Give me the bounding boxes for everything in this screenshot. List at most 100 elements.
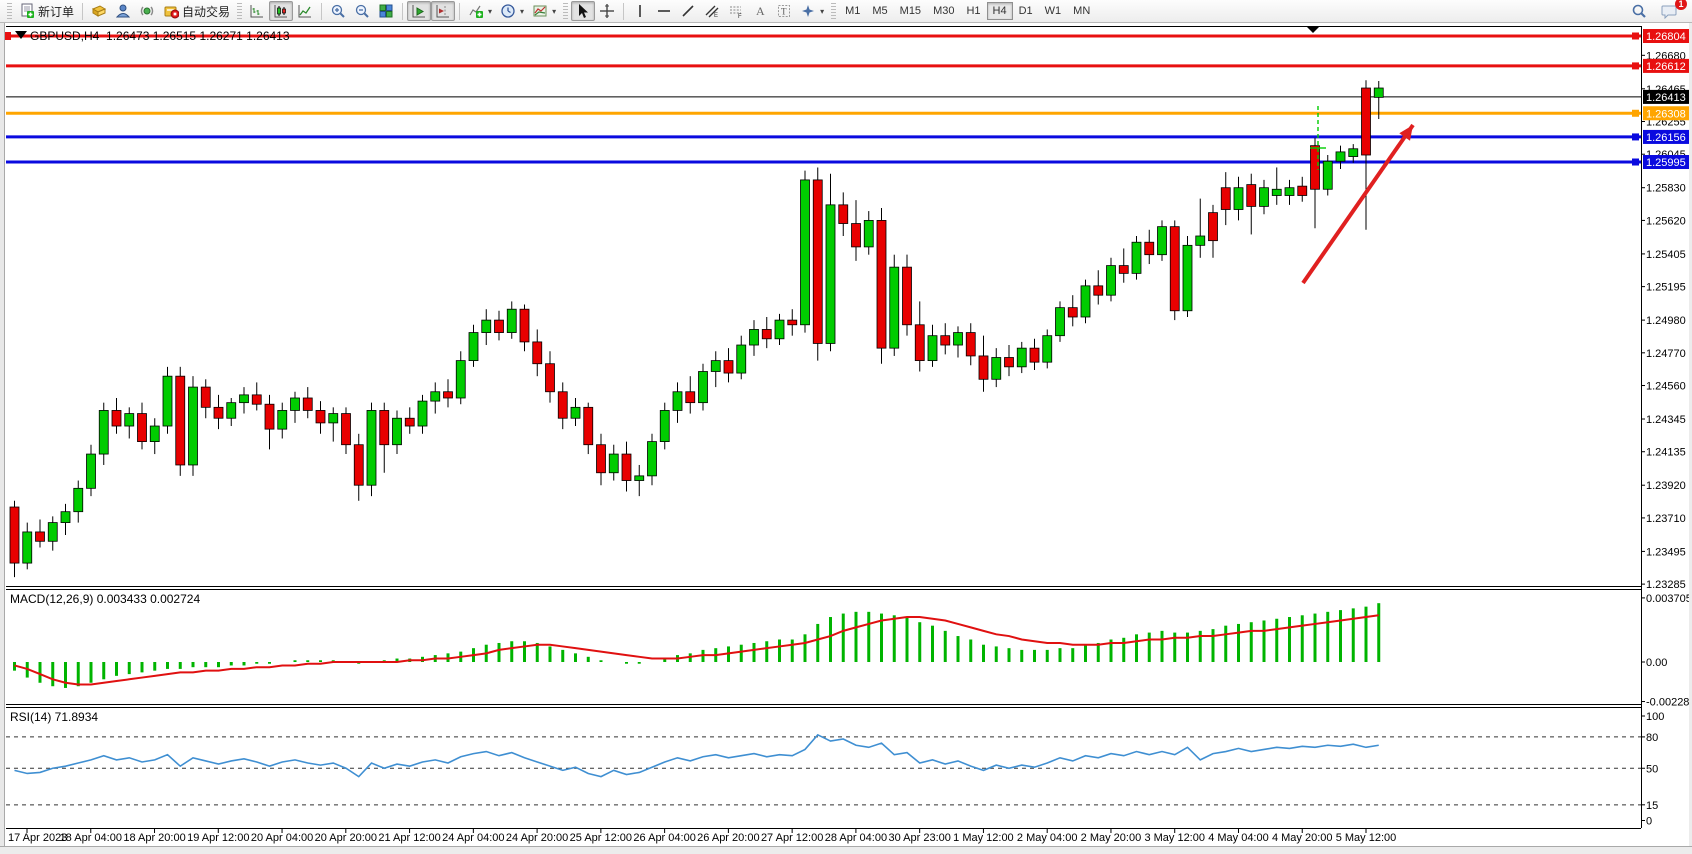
object-marker-icon xyxy=(15,31,27,39)
macd-tick-label: 0.00 xyxy=(1646,657,1667,669)
zoom-in-button[interactable] xyxy=(326,1,350,21)
templates-dropdown-caret[interactable]: ▾ xyxy=(552,6,557,16)
macd-axis: 0.003705 0.00 -0.002285 xyxy=(1641,593,1692,709)
macd-tick-label: 0.003705 xyxy=(1646,593,1692,605)
chart-shift-marker[interactable] xyxy=(1307,27,1319,33)
text-label-tool-button[interactable]: T xyxy=(772,1,796,21)
time-tick-label: 26 Apr 04:00 xyxy=(633,832,695,844)
trendline-tool-button[interactable] xyxy=(676,1,700,21)
new-order-button[interactable]: 新订单 xyxy=(15,1,78,21)
time-tick-label: 4 May 04:00 xyxy=(1208,832,1269,844)
time-tick-label: 5 May 12:00 xyxy=(1336,832,1397,844)
time-tick-label: 1 May 12:00 xyxy=(953,832,1014,844)
indicators-button[interactable]: ▾ xyxy=(464,1,496,21)
autotrading-button[interactable]: 自动交易 xyxy=(159,1,234,21)
text-label-icon: T xyxy=(778,5,791,17)
text-tool-button[interactable]: A xyxy=(748,1,772,21)
tile-windows-button[interactable] xyxy=(374,1,398,21)
autotrading-label: 自动交易 xyxy=(182,4,231,19)
bar-chart-button[interactable] xyxy=(245,1,269,21)
hline-handle[interactable] xyxy=(1632,62,1639,70)
toolbar-grip[interactable] xyxy=(831,3,837,19)
crosshair-button[interactable] xyxy=(595,1,619,21)
toolbar-grip[interactable] xyxy=(237,3,243,19)
timeframe-button-m30[interactable]: M30 xyxy=(933,5,955,17)
vertical-line-tool-button[interactable] xyxy=(628,1,652,21)
chart-background xyxy=(0,23,1692,854)
zoom-out-button[interactable] xyxy=(350,1,374,21)
rsi-tick-label: 80 xyxy=(1646,732,1658,744)
navigator-button[interactable] xyxy=(111,1,135,21)
templates-button[interactable]: ▾ xyxy=(528,1,560,21)
time-tick-label: 19 Apr 12:00 xyxy=(187,832,249,844)
hline-left-handle[interactable] xyxy=(3,32,11,40)
annotations[interactable] xyxy=(1301,106,1415,285)
indicators-dropdown-caret[interactable]: ▾ xyxy=(488,6,493,16)
arrows-icon xyxy=(802,5,815,17)
price-tag-label: 1.25995 xyxy=(1646,157,1686,169)
rsi-panel xyxy=(6,733,1641,806)
chat-button[interactable]: 1 xyxy=(1657,0,1687,21)
periods-dropdown-caret[interactable]: ▾ xyxy=(520,6,525,16)
price-tag-label: 1.26308 xyxy=(1646,108,1686,120)
price-tick-label: 1.24770 xyxy=(1646,348,1686,360)
toolbar-separator xyxy=(623,2,625,20)
periods-button[interactable]: ▾ xyxy=(496,1,528,21)
price-axis[interactable]: 1.266801.264651.262551.260451.258301.256… xyxy=(1641,29,1691,591)
market-watch-button[interactable] xyxy=(87,1,111,21)
candlestick-chart-button[interactable] xyxy=(269,1,294,21)
auto-scroll-button[interactable] xyxy=(407,1,432,21)
price-tag xyxy=(1643,29,1691,43)
toolbar-grip[interactable] xyxy=(7,3,12,19)
hline-handle[interactable] xyxy=(1632,109,1639,117)
line-chart-button[interactable] xyxy=(293,1,317,21)
timeframe-button-w1[interactable]: W1 xyxy=(1044,5,1062,17)
time-tick-label: 25 Apr 12:00 xyxy=(570,832,632,844)
timeframe-button-m1[interactable]: M1 xyxy=(845,5,861,17)
trend-arrow[interactable] xyxy=(1301,123,1415,285)
horizontal-line-tool-button[interactable] xyxy=(652,1,676,21)
timeframe-button-h1[interactable]: H1 xyxy=(966,5,981,17)
chart-shift-button[interactable] xyxy=(431,1,456,21)
rsi-tick-label: 0 xyxy=(1646,816,1652,828)
price-tick-label: 1.23710 xyxy=(1646,513,1686,525)
signals-button[interactable] xyxy=(135,1,159,21)
fibonacci-tool-button[interactable]: F xyxy=(724,1,748,21)
timeframe-button-mn[interactable]: MN xyxy=(1073,5,1091,17)
navigator-icon xyxy=(115,4,131,18)
arrows-dropdown-caret[interactable]: ▾ xyxy=(820,6,825,16)
hline-handle[interactable] xyxy=(1632,32,1639,40)
horizontal-line-icon xyxy=(658,10,671,12)
arrows-tool-button[interactable]: ▾ xyxy=(796,1,828,21)
price-tag xyxy=(1643,106,1691,121)
cursor-button[interactable] xyxy=(571,1,596,21)
hline-handle[interactable] xyxy=(1632,158,1639,166)
panel-frames xyxy=(6,26,1642,829)
channel-tool-button[interactable]: E xyxy=(700,1,724,21)
time-tick-label: 21 Apr 12:00 xyxy=(378,832,440,844)
macd-indicator-label: MACD(12,26,9) 0.003433 0.002724 xyxy=(10,592,201,606)
time-tick-label: 20 Apr 04:00 xyxy=(251,832,313,844)
zoom-out-icon xyxy=(355,4,369,18)
toolbar-separator xyxy=(82,2,84,20)
toolbar-grip[interactable] xyxy=(563,3,569,19)
timeframe-button-h4[interactable]: H4 xyxy=(986,2,1013,20)
bar-chart-icon xyxy=(250,5,264,18)
timeframe-button-d1[interactable]: D1 xyxy=(1018,5,1033,17)
price-tick-label: 1.25405 xyxy=(1646,249,1686,261)
price-tag-label: 1.26413 xyxy=(1646,92,1686,104)
hline-handle[interactable] xyxy=(1632,133,1639,141)
timeframe-button-m15[interactable]: M15 xyxy=(899,5,922,17)
timeframe-button-m5[interactable]: M5 xyxy=(872,5,888,17)
toolbar-separator xyxy=(321,2,323,20)
search-button[interactable] xyxy=(1627,1,1651,21)
price-tag xyxy=(1643,129,1691,144)
text-icon: A xyxy=(756,4,765,18)
price-tag-label: 1.26804 xyxy=(1646,31,1686,43)
time-tick-label: 28 Apr 04:00 xyxy=(825,832,887,844)
window-bottom-edge xyxy=(0,846,1692,854)
equidistant-channel-icon: E xyxy=(705,5,719,19)
